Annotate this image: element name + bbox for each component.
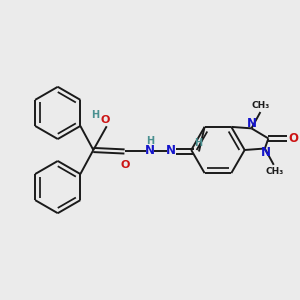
Text: H: H: [146, 136, 154, 146]
Text: CH₃: CH₃: [252, 101, 270, 110]
Text: O: O: [288, 132, 298, 145]
Text: N: N: [247, 117, 257, 130]
Text: O: O: [100, 115, 110, 125]
Text: N: N: [260, 146, 270, 160]
Text: CH₃: CH₃: [265, 167, 284, 176]
Text: N: N: [145, 144, 155, 157]
Text: O: O: [120, 160, 130, 170]
Text: H: H: [194, 138, 202, 148]
Text: H: H: [92, 110, 100, 120]
Text: N: N: [166, 144, 176, 157]
